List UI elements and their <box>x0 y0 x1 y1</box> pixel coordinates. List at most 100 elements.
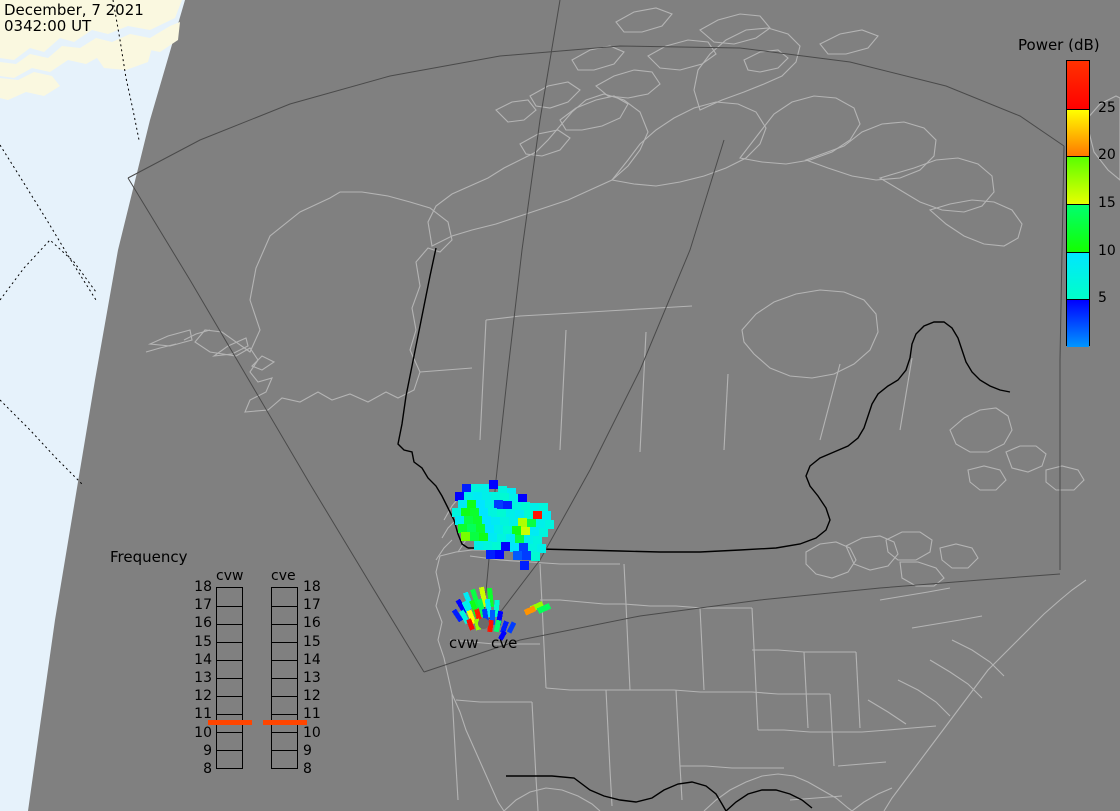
radar-cell <box>518 494 527 503</box>
radar-cell <box>491 492 500 501</box>
radar-cell <box>523 605 537 616</box>
radar-cell <box>455 516 464 525</box>
colorbar-gradient-box <box>1066 60 1090 347</box>
radar-cell <box>521 527 530 536</box>
frequency-cell <box>272 588 297 606</box>
radar-cell <box>494 525 503 534</box>
colorbar-tick-5: 5 <box>1098 290 1107 307</box>
radar-cell <box>507 488 516 497</box>
radar-cell <box>455 598 468 615</box>
frequency-cell <box>272 750 297 768</box>
frequency-tick-right-10: 10 <box>303 724 321 741</box>
radar-cell <box>482 492 491 501</box>
radar-cell <box>486 550 495 559</box>
radar-cell <box>524 510 533 519</box>
radar-cell <box>497 534 506 543</box>
radar-cell <box>485 500 494 509</box>
radar-cell <box>466 609 477 625</box>
frequency-column-label-cve: cve <box>271 568 296 584</box>
frequency-tick-right-9: 9 <box>303 742 312 759</box>
radar-cell <box>530 503 539 512</box>
frequency-cell <box>272 606 297 624</box>
radar-cell <box>500 493 509 502</box>
radar-cell <box>545 520 554 529</box>
radar-cell <box>458 524 467 533</box>
frequency-cell <box>272 660 297 678</box>
radar-cell <box>483 541 492 550</box>
frequency-cell <box>217 642 242 660</box>
radar-cell <box>506 621 517 634</box>
radar-cell <box>488 508 497 517</box>
radar-cell <box>524 535 533 544</box>
radar-cell <box>470 532 479 541</box>
radar-cells <box>451 480 554 641</box>
frequency-tick-left-13: 13 <box>194 670 212 686</box>
frequency-cell <box>272 696 297 714</box>
radar-cell <box>506 509 515 518</box>
colorbar-title: Power (dB) <box>1018 36 1100 54</box>
radar-cell <box>509 518 518 527</box>
radar-cell <box>500 620 509 634</box>
frequency-bar-cvw[interactable] <box>216 587 243 769</box>
radar-cell <box>536 603 552 614</box>
frequency-cell <box>217 750 242 768</box>
radar-cell <box>461 532 470 541</box>
radar-cell <box>488 533 497 542</box>
station-label-cvw: cvw <box>449 634 479 652</box>
colorbar-segment-25-30 <box>1067 61 1089 109</box>
frequency-cell <box>217 732 242 750</box>
radar-cell <box>473 516 482 525</box>
radar-cell <box>466 618 475 631</box>
international-borders <box>397 247 1011 811</box>
frequency-cell <box>217 660 242 678</box>
radar-cell <box>539 503 548 512</box>
radar-cell <box>539 528 548 537</box>
radar-cell <box>482 516 491 525</box>
frequency-bar-cve[interactable] <box>271 587 298 769</box>
frequency-tick-right-14: 14 <box>303 651 321 668</box>
radar-cell <box>509 494 518 503</box>
radar-cell <box>473 492 482 501</box>
radar-cell <box>503 501 512 510</box>
radar-cell <box>455 492 464 501</box>
radar-cell <box>471 484 480 493</box>
radar-cell <box>530 527 539 536</box>
frequency-tick-left-17: 17 <box>194 597 212 614</box>
radar-cell <box>464 492 473 501</box>
frequency-cell <box>272 642 297 660</box>
radar-cell <box>503 526 512 535</box>
radar-cell <box>520 561 529 570</box>
colorbar-segment-10-15 <box>1067 203 1089 252</box>
frequency-tick-left-11: 11 <box>194 706 212 723</box>
frequency-cell <box>217 606 242 624</box>
frequency-cell <box>217 696 242 714</box>
frequency-tick-left-14: 14 <box>194 651 212 668</box>
radar-cell <box>498 486 507 495</box>
radar-cell <box>452 508 461 517</box>
radar-cell <box>480 484 489 493</box>
radar-cell <box>461 508 470 517</box>
radar-cell <box>513 551 522 560</box>
radar-cell <box>506 534 515 543</box>
frequency-tick-right-12: 12 <box>303 688 321 705</box>
radar-cell <box>519 543 528 552</box>
radar-cell <box>531 552 540 561</box>
colorbar-segment-15-20 <box>1067 156 1089 204</box>
radar-cell <box>485 525 494 534</box>
colorbar-segment-5-10 <box>1067 251 1089 300</box>
radar-cell <box>518 518 527 527</box>
radar-cell <box>512 526 521 535</box>
radar-cell <box>498 630 507 641</box>
timestamp-label: December, 7 2021 0342:00 UT <box>4 1 144 35</box>
colorbar-tick-20: 20 <box>1098 147 1116 164</box>
radar-cell <box>542 511 551 520</box>
radar-cell <box>464 516 473 525</box>
radar-cell <box>527 519 536 528</box>
radar-cell <box>515 535 524 544</box>
radar-cell <box>510 543 519 552</box>
frequency-tick-left-8: 8 <box>203 761 212 777</box>
radar-cell <box>467 500 476 509</box>
frequency-cell <box>217 624 242 642</box>
